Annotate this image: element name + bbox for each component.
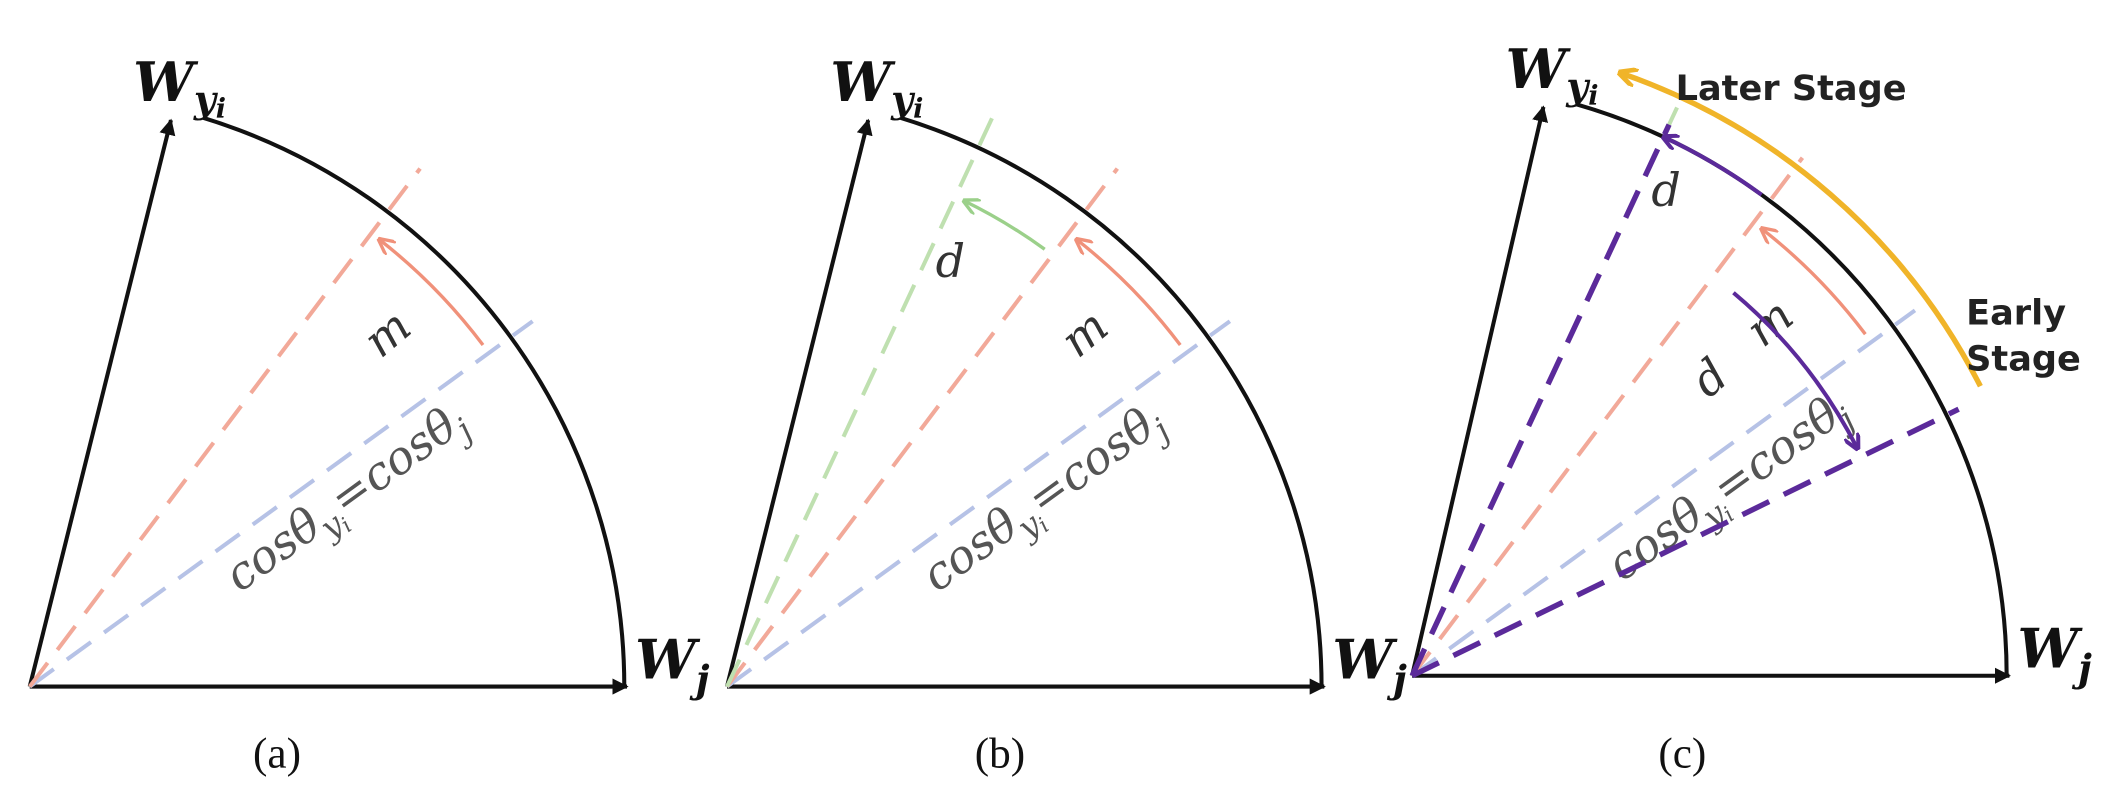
top-axis-label-part: y bbox=[890, 76, 916, 121]
unit-arc bbox=[202, 116, 627, 687]
early-stage-label: Stage bbox=[1966, 338, 2081, 379]
top-axis-label: Wyi bbox=[1506, 37, 1599, 111]
right-axis-label-part: W bbox=[635, 627, 701, 691]
y-vector bbox=[27, 118, 176, 688]
right-axis-label: Wj bbox=[635, 627, 710, 701]
margin-boundary bbox=[28, 167, 422, 688]
panel-caption: (c) bbox=[1658, 730, 1706, 778]
right-axis-label-part: W bbox=[1332, 627, 1398, 691]
margin-label: m bbox=[1735, 288, 1803, 357]
top-axis-label-part: i bbox=[216, 93, 226, 124]
early-stage-label: Early bbox=[1966, 292, 2066, 333]
right-axis-label-part: W bbox=[2017, 617, 2083, 681]
top-axis-label-part: i bbox=[913, 93, 923, 124]
top-axis-label: Wyi bbox=[830, 50, 923, 124]
margin-label: m bbox=[1050, 298, 1118, 367]
decision-boundary bbox=[28, 319, 534, 689]
later-stage-label: Later Stage bbox=[1676, 68, 1907, 109]
top-axis-label-part: i bbox=[1588, 80, 1598, 111]
panel-caption: (a) bbox=[253, 730, 301, 778]
margin-arrow bbox=[1762, 229, 1867, 336]
top-axis-label: Wyi bbox=[133, 50, 226, 124]
margin-boundary bbox=[725, 167, 1119, 688]
right-axis-label: Wj bbox=[1332, 627, 1407, 701]
top-axis-label-part: y bbox=[1565, 63, 1591, 108]
shift-label: d bbox=[936, 234, 965, 288]
early-boundary bbox=[1410, 406, 1960, 679]
shift-label: d bbox=[1651, 163, 1680, 217]
y-vector bbox=[725, 118, 873, 688]
margin-arrow bbox=[379, 239, 485, 347]
y-vector bbox=[1410, 105, 1549, 677]
equation: cosθyi=cosθj bbox=[912, 392, 1179, 610]
decision-boundary bbox=[725, 319, 1232, 689]
top-axis-label-part: W bbox=[133, 50, 199, 114]
shift-label: d bbox=[1681, 347, 1738, 407]
top-axis-label-part: y bbox=[193, 76, 219, 121]
shift-arrow bbox=[1663, 137, 1763, 197]
unit-arc bbox=[1575, 102, 2009, 676]
stage-arrow bbox=[1620, 73, 1983, 388]
margin-label: m bbox=[353, 298, 421, 367]
panel-caption: (b) bbox=[975, 730, 1025, 778]
decision-boundary bbox=[1410, 308, 1917, 678]
unit-arc bbox=[900, 116, 1324, 687]
shift-boundary bbox=[725, 110, 998, 688]
right-axis-label: Wj bbox=[2017, 617, 2092, 691]
later-boundary bbox=[1409, 123, 1672, 677]
top-axis-label-part: W bbox=[830, 50, 896, 114]
equation: cosθyi=cosθj bbox=[214, 392, 481, 610]
margin-boundary bbox=[1410, 156, 1805, 677]
top-axis-label-part: W bbox=[1506, 37, 1572, 101]
margin-arrow bbox=[1076, 239, 1182, 347]
shift-arrow bbox=[1732, 291, 1857, 449]
shift-arrow bbox=[964, 201, 1046, 251]
